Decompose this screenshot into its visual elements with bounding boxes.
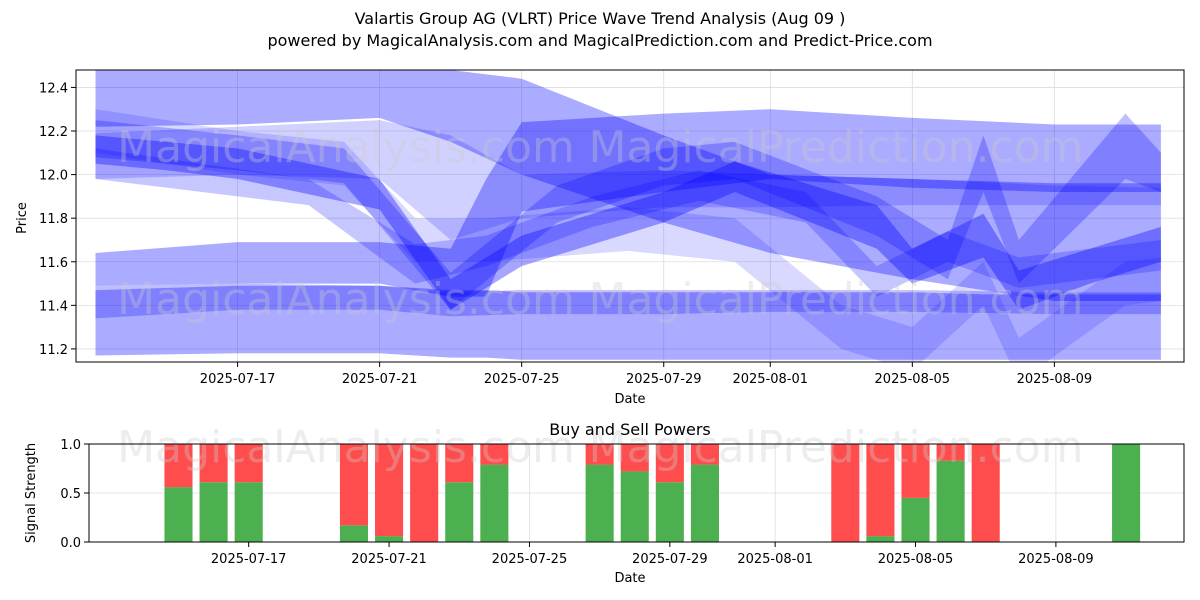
watermark-text: MagicalAnalysis.com xyxy=(117,274,575,325)
buy-bar xyxy=(866,536,895,542)
top-y-tick-label: 12.4 xyxy=(39,81,68,96)
bottom-x-tick-label: 2025-07-25 xyxy=(492,552,568,567)
bottom-y-tick-label: 0.0 xyxy=(60,536,81,551)
sell-bar xyxy=(164,444,193,488)
top-x-tick-label: 2025-07-17 xyxy=(200,372,276,387)
top-x-tick-label: 2025-08-05 xyxy=(875,372,951,387)
top-x-tick-label: 2025-07-25 xyxy=(484,372,560,387)
sell-bar xyxy=(620,444,649,472)
sell-bar xyxy=(831,444,860,542)
sell-bar xyxy=(690,444,719,465)
sell-bar xyxy=(234,444,263,483)
bottom-y-axis-label: Signal Strength xyxy=(24,443,39,543)
bottom-y-tick-label: 0.5 xyxy=(60,487,81,502)
sell-bar xyxy=(585,444,614,465)
watermarks: MagicalAnalysis.com MagicalPrediction.com… xyxy=(117,122,1083,473)
top-y-tick-label: 12.2 xyxy=(39,125,68,140)
sell-bar xyxy=(445,444,474,483)
buy-bar xyxy=(339,525,369,542)
buy-bar xyxy=(936,460,965,542)
top-y-axis-label: Price xyxy=(15,202,30,234)
top-x-tick-label: 2025-07-29 xyxy=(626,372,702,387)
buy-bar xyxy=(445,482,474,542)
sell-bar xyxy=(936,444,965,461)
top-y-tick-label: 11.2 xyxy=(39,343,68,358)
watermark-text: MagicalPrediction.com xyxy=(589,274,1084,325)
buy-bar xyxy=(480,464,509,542)
sell-bar xyxy=(655,444,684,483)
watermark-text: MagicalAnalysis.com xyxy=(117,122,575,173)
bottom-x-tick-label: 2025-08-01 xyxy=(737,552,813,567)
bottom-axes: 2025-07-17 2025-07-21 2025-07-25 2025-07-29… xyxy=(60,438,1093,567)
buy-bar xyxy=(585,464,614,542)
wave-band-4 xyxy=(95,285,1161,360)
buy-bar xyxy=(375,536,404,542)
bottom-x-tick-label: 2025-07-17 xyxy=(211,552,287,567)
watermark-text: MagicalPrediction.com xyxy=(589,122,1084,173)
top-grid xyxy=(76,70,1184,362)
top-y-tick-label: 11.4 xyxy=(39,299,68,314)
top-plot-frame xyxy=(75,69,1185,363)
buy-bar xyxy=(690,464,719,542)
sell-bar xyxy=(410,444,439,542)
sell-bar xyxy=(339,444,369,526)
sell-bar xyxy=(866,444,895,537)
bottom-x-tick-label: 2025-07-21 xyxy=(351,552,427,567)
buy-bar xyxy=(655,482,684,542)
signal-bars xyxy=(164,444,1141,542)
buy-bar xyxy=(199,482,228,542)
sell-bar xyxy=(901,444,930,498)
top-x-axis-label: Date xyxy=(614,392,645,407)
top-y-tick-label: 12.0 xyxy=(39,169,68,184)
wave-band-6 xyxy=(95,283,1161,319)
bottom-x-tick-label: 2025-08-09 xyxy=(1018,552,1094,567)
bottom-x-tick-label: 2025-08-05 xyxy=(878,552,954,567)
wave-band-5 xyxy=(95,109,1161,297)
wave-band-7 xyxy=(95,148,1161,297)
bottom-chart-title: Buy and Sell Powers xyxy=(549,420,711,439)
top-x-tick-label: 2025-07-21 xyxy=(342,372,418,387)
chart-subtitle: powered by MagicalAnalysis.com and Magic… xyxy=(267,31,933,50)
sell-bar xyxy=(199,444,228,483)
watermark-text: MagicalPrediction.com xyxy=(589,422,1084,473)
buy-bar xyxy=(164,487,193,542)
top-x-tick-label: 2025-08-01 xyxy=(732,372,808,387)
bottom-y-tick-label: 1.0 xyxy=(60,438,81,453)
bottom-x-axis-label: Date xyxy=(614,571,645,586)
wave-band-8 xyxy=(95,109,1161,362)
chart-title: Valartis Group AG (VLRT) Price Wave Tren… xyxy=(354,9,846,28)
wave-band-3 xyxy=(95,135,1161,310)
top-y-tick-label: 11.6 xyxy=(39,256,68,271)
watermark-text: MagicalAnalysis.com xyxy=(117,422,575,473)
wave-band-1 xyxy=(95,70,1161,301)
wave-band-9 xyxy=(95,113,1161,310)
sell-bar xyxy=(971,444,1000,542)
sell-bar xyxy=(480,444,509,465)
buy-bar xyxy=(1112,444,1141,542)
bottom-x-tick-label: 2025-07-29 xyxy=(632,552,708,567)
sell-bar xyxy=(375,444,404,537)
buy-bar xyxy=(234,482,263,542)
wave-bands xyxy=(95,70,1161,362)
top-axes: 2025-07-17 2025-07-21 2025-07-25 2025-07-29… xyxy=(39,81,1092,387)
wave-band-2 xyxy=(95,120,1161,240)
buy-bar xyxy=(620,471,649,542)
buy-bar xyxy=(901,497,930,542)
top-y-tick-label: 11.8 xyxy=(39,212,68,227)
top-x-tick-label: 2025-08-09 xyxy=(1017,372,1093,387)
